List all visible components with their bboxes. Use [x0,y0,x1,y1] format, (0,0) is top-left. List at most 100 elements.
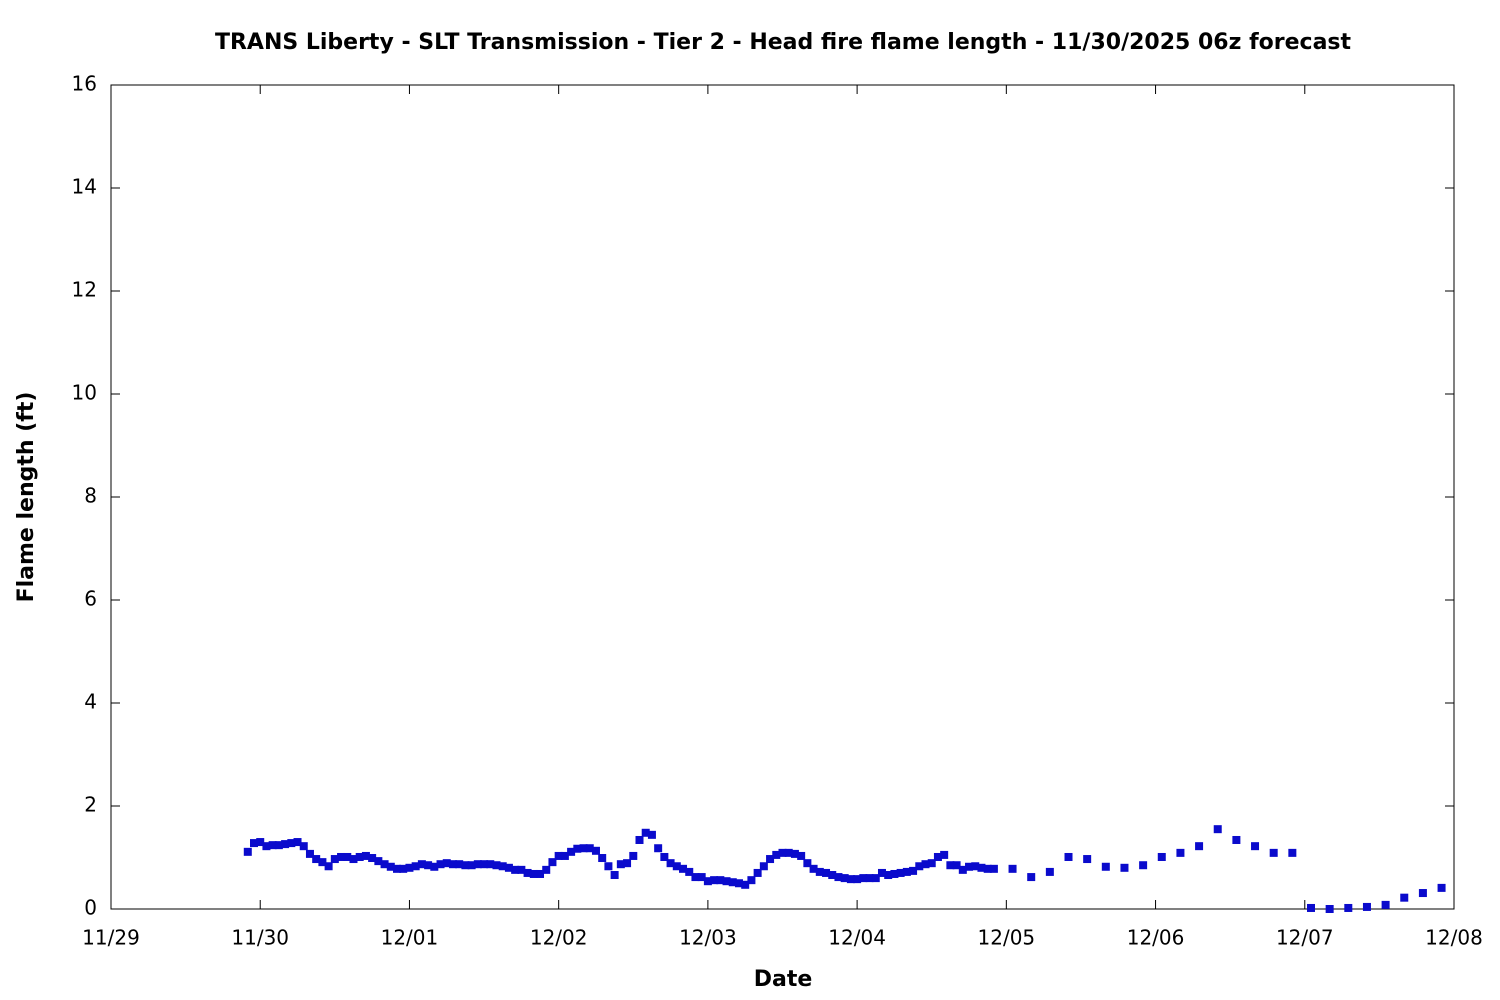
point [1400,893,1409,902]
y-tick-label: 12 [72,278,97,302]
point [853,875,862,884]
point [349,855,358,864]
point [896,868,905,877]
point [797,851,806,860]
point [480,860,489,869]
point [305,849,314,858]
point [1362,902,1371,911]
x-tick-label: 11/30 [231,926,289,950]
point [679,864,688,873]
point [647,830,656,839]
point [778,848,787,857]
point [293,838,302,847]
point [312,855,321,864]
point [672,862,681,871]
x-tick-label: 12/04 [828,926,886,950]
chart-title: TRANS Liberty - SLT Transmission - Tier … [215,30,1352,55]
point [840,874,849,883]
point [368,854,377,863]
y-tick-label: 8 [84,484,97,508]
point [405,863,414,872]
point [318,858,327,867]
point [822,868,831,877]
x-tick-label: 12/01 [381,926,439,950]
point [759,862,768,871]
point [629,851,638,860]
point [1269,848,1278,857]
point [971,862,980,871]
point [393,864,402,873]
point [417,860,426,869]
x-tick-label: 12/03 [679,926,737,950]
point [299,842,308,851]
point [1176,848,1185,857]
point [573,844,582,853]
point [330,855,339,864]
point [579,844,588,853]
point [1120,863,1129,872]
point [380,860,389,869]
point [641,828,650,837]
point [722,877,731,886]
y-tick-label: 6 [84,587,97,611]
point [946,861,955,870]
point [952,861,961,870]
point [958,865,967,874]
point [337,852,346,861]
point [448,860,457,869]
point [1027,873,1036,882]
point [461,861,470,870]
point [1344,903,1353,912]
point [598,854,607,863]
point [747,876,756,885]
point [815,867,824,876]
point [542,865,551,874]
point [1213,825,1222,834]
point [666,859,675,868]
point [536,869,545,878]
point [623,859,632,868]
point [504,863,513,872]
point [548,858,557,867]
x-axis-label: Date [754,967,813,992]
point [753,868,762,877]
point [884,871,893,880]
point [361,851,370,860]
point [1418,889,1427,898]
y-tick-label: 16 [72,72,97,96]
point [909,866,918,875]
point [492,861,501,870]
point [734,879,743,888]
point [1157,852,1166,861]
point [268,841,277,850]
point [1064,852,1073,861]
point [523,868,532,877]
point [1437,883,1446,892]
y-axis-label: Flame length (ft) [14,392,39,603]
point [921,860,930,869]
x-tick-label: 12/06 [1127,926,1185,950]
point [243,847,252,856]
y-tick-label: 4 [84,690,97,714]
point [703,877,712,886]
point [424,861,433,870]
point [554,851,563,860]
point [685,867,694,876]
point [927,859,936,868]
point [809,864,818,873]
point [1325,905,1334,913]
point [386,862,395,871]
point [766,855,775,864]
point [915,862,924,871]
point [250,839,259,848]
y-tick-label: 14 [72,175,97,199]
point [697,873,706,882]
x-tick-label: 12/05 [978,926,1036,950]
point [1381,900,1390,909]
point [828,871,837,880]
point [585,844,594,853]
point [355,852,364,861]
point [281,840,290,849]
point [940,850,949,859]
